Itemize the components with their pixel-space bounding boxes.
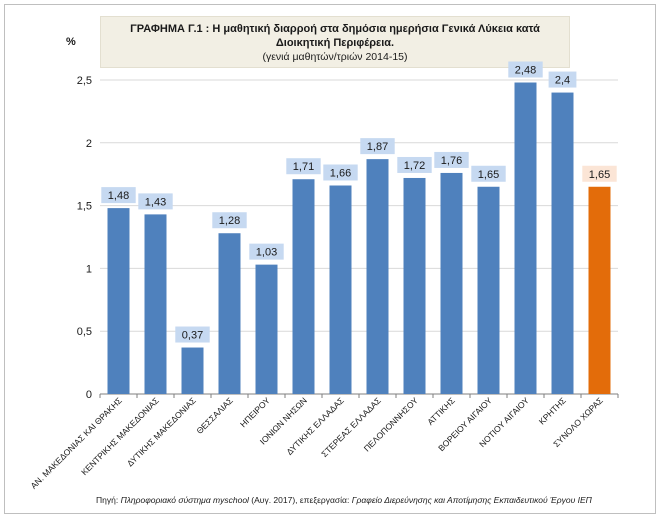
bar [440, 172, 463, 394]
bar [588, 186, 611, 394]
x-tick-label: ΘΕΣΣΑΛΙΑΣ [194, 395, 235, 436]
source-prefix: Πηγή: [96, 495, 121, 505]
data-label-bg [249, 243, 284, 260]
data-label-bg [434, 151, 469, 168]
data-label-bg [212, 212, 247, 229]
data-label-bg [138, 193, 173, 210]
y-tick-label: 2 [86, 138, 92, 150]
source-note: Πηγή: Πληροφοριακό σύστημα myschool (Αυγ… [96, 495, 592, 505]
chart-title-box: ΓΡΑΦΗΜΑ Γ.1 : Η μαθητική διαρροή στα δημ… [100, 16, 570, 68]
source-office: Γραφείο Διερεύνησης και Αποτίμησης Εκπαι… [351, 495, 592, 505]
data-label-bg [471, 165, 506, 182]
data-label-bg [286, 158, 321, 175]
bar [403, 177, 426, 394]
data-label: 1,43 [145, 196, 166, 208]
data-label-bg [101, 187, 136, 204]
data-label: 1,28 [219, 215, 240, 227]
data-label: 2,4 [555, 75, 570, 87]
y-tick-label: 1 [86, 263, 92, 275]
data-label: 1,76 [441, 155, 462, 167]
y-tick-label: 2,5 [77, 75, 92, 87]
data-label: 1,65 [589, 169, 610, 181]
y-tick-label: 1,5 [77, 201, 92, 213]
y-axis-unit-label: % [66, 36, 76, 48]
data-label-bg [323, 164, 358, 181]
data-label-bg [175, 326, 210, 343]
bar [477, 186, 500, 394]
bar [144, 214, 167, 394]
bar [107, 208, 130, 394]
chart-subtitle: (γενιά μαθητών/τριών 2014-15) [262, 51, 408, 63]
data-label: 1,66 [330, 168, 351, 180]
data-label-bg [508, 61, 543, 78]
x-tick-label: ΔΥΤΙΚΗΣ ΜΑΚΕΔΟΝΙΑΣ [125, 395, 198, 468]
data-label-bg [582, 165, 617, 182]
data-label: 1,48 [108, 190, 129, 202]
source-date: (Αυγ. 2017), επεξεργασία: [248, 495, 352, 505]
bar [551, 92, 574, 394]
chart-title: ΓΡΑΦΗΜΑ Γ.1 : Η μαθητική διαρροή στα δημ… [130, 23, 540, 49]
data-label: 2,48 [515, 65, 536, 77]
data-label: 0,37 [182, 330, 203, 342]
bar [366, 159, 389, 394]
data-label: 1,87 [367, 141, 388, 153]
bar [329, 185, 352, 394]
x-tick-label: ΗΠΕΙΡΟΥ [238, 395, 272, 429]
bar [514, 82, 537, 395]
y-tick-label: 0,5 [77, 326, 92, 338]
bar [181, 347, 204, 394]
data-label: 1,03 [256, 247, 277, 259]
x-tick-label: ΑΤΤΙΚΗΣ [425, 395, 457, 427]
data-label-bg [397, 156, 432, 173]
data-label: 1,72 [404, 160, 425, 172]
bar [292, 179, 315, 394]
data-label: 1,65 [478, 169, 499, 181]
x-tick-label: ΚΡΗΤΗΣ [537, 395, 568, 426]
bar [255, 264, 278, 394]
bar [218, 233, 241, 394]
data-label-bg [360, 138, 395, 155]
source-system: Πληροφοριακό σύστημα myschool [120, 495, 249, 505]
y-tick-label: 0 [86, 389, 92, 401]
data-label: 1,71 [293, 161, 314, 173]
data-label-bg [548, 71, 577, 88]
